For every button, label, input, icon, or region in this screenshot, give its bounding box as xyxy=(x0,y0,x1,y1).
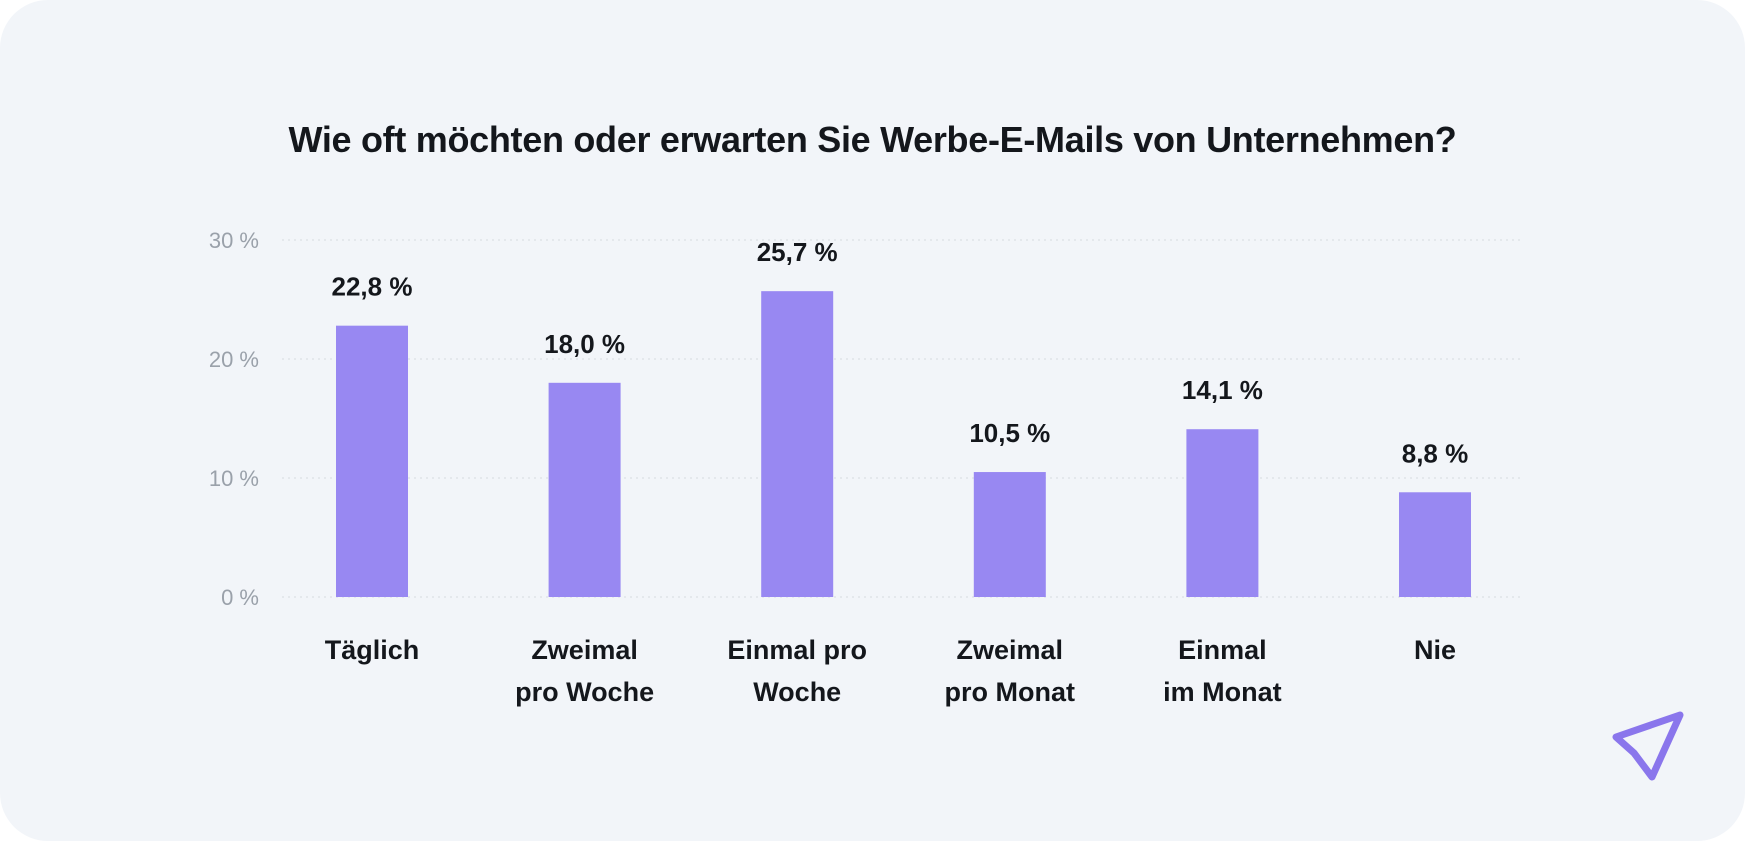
bar xyxy=(548,382,621,597)
bar xyxy=(1399,492,1471,597)
bar xyxy=(761,291,834,597)
x-tick-label-line: Zweimal xyxy=(531,635,638,665)
x-tick-label-line: Woche xyxy=(753,677,841,707)
x-tick-label: Zweimal pro Monat xyxy=(945,635,1075,707)
y-tick-label: 20 % xyxy=(209,347,259,372)
y-tick-label: 0 % xyxy=(221,585,259,610)
x-tick-label: Einmal im Monat xyxy=(1163,635,1282,707)
data-label: 8,8 % xyxy=(1402,438,1469,468)
y-tick-label: 10 % xyxy=(209,466,259,491)
chart-title: Wie oft möchten oder erwarten Sie Werbe-… xyxy=(288,119,1457,160)
x-tick-label-line: pro Monat xyxy=(945,677,1075,707)
bar xyxy=(336,325,408,597)
x-tick-label-line: Einmal pro xyxy=(727,635,867,665)
data-label: 10,5 % xyxy=(969,418,1050,448)
bar xyxy=(973,472,1046,597)
x-tick-label: Täglich xyxy=(325,635,420,665)
x-tick-label: Nie xyxy=(1414,635,1456,665)
data-label: 14,1 % xyxy=(1182,375,1263,405)
x-tick-label: Zweimal pro Woche xyxy=(515,635,654,707)
paper-plane-icon xyxy=(1612,711,1684,781)
data-label: 18,0 % xyxy=(544,329,625,359)
x-tick-label: Einmal pro Woche xyxy=(727,635,867,707)
data-label: 25,7 % xyxy=(757,237,838,267)
y-tick-label: 30 % xyxy=(209,228,259,253)
x-tick-label-line: Täglich xyxy=(325,635,420,665)
x-tick-label-line: im Monat xyxy=(1163,677,1282,707)
x-tick-label-line: Zweimal xyxy=(957,635,1064,665)
x-tick-label-line: pro Woche xyxy=(515,677,654,707)
x-tick-label-line: Einmal xyxy=(1178,635,1267,665)
data-label: 22,8 % xyxy=(332,272,413,302)
x-tick-label-line: Nie xyxy=(1414,635,1456,665)
bar xyxy=(1186,429,1259,597)
